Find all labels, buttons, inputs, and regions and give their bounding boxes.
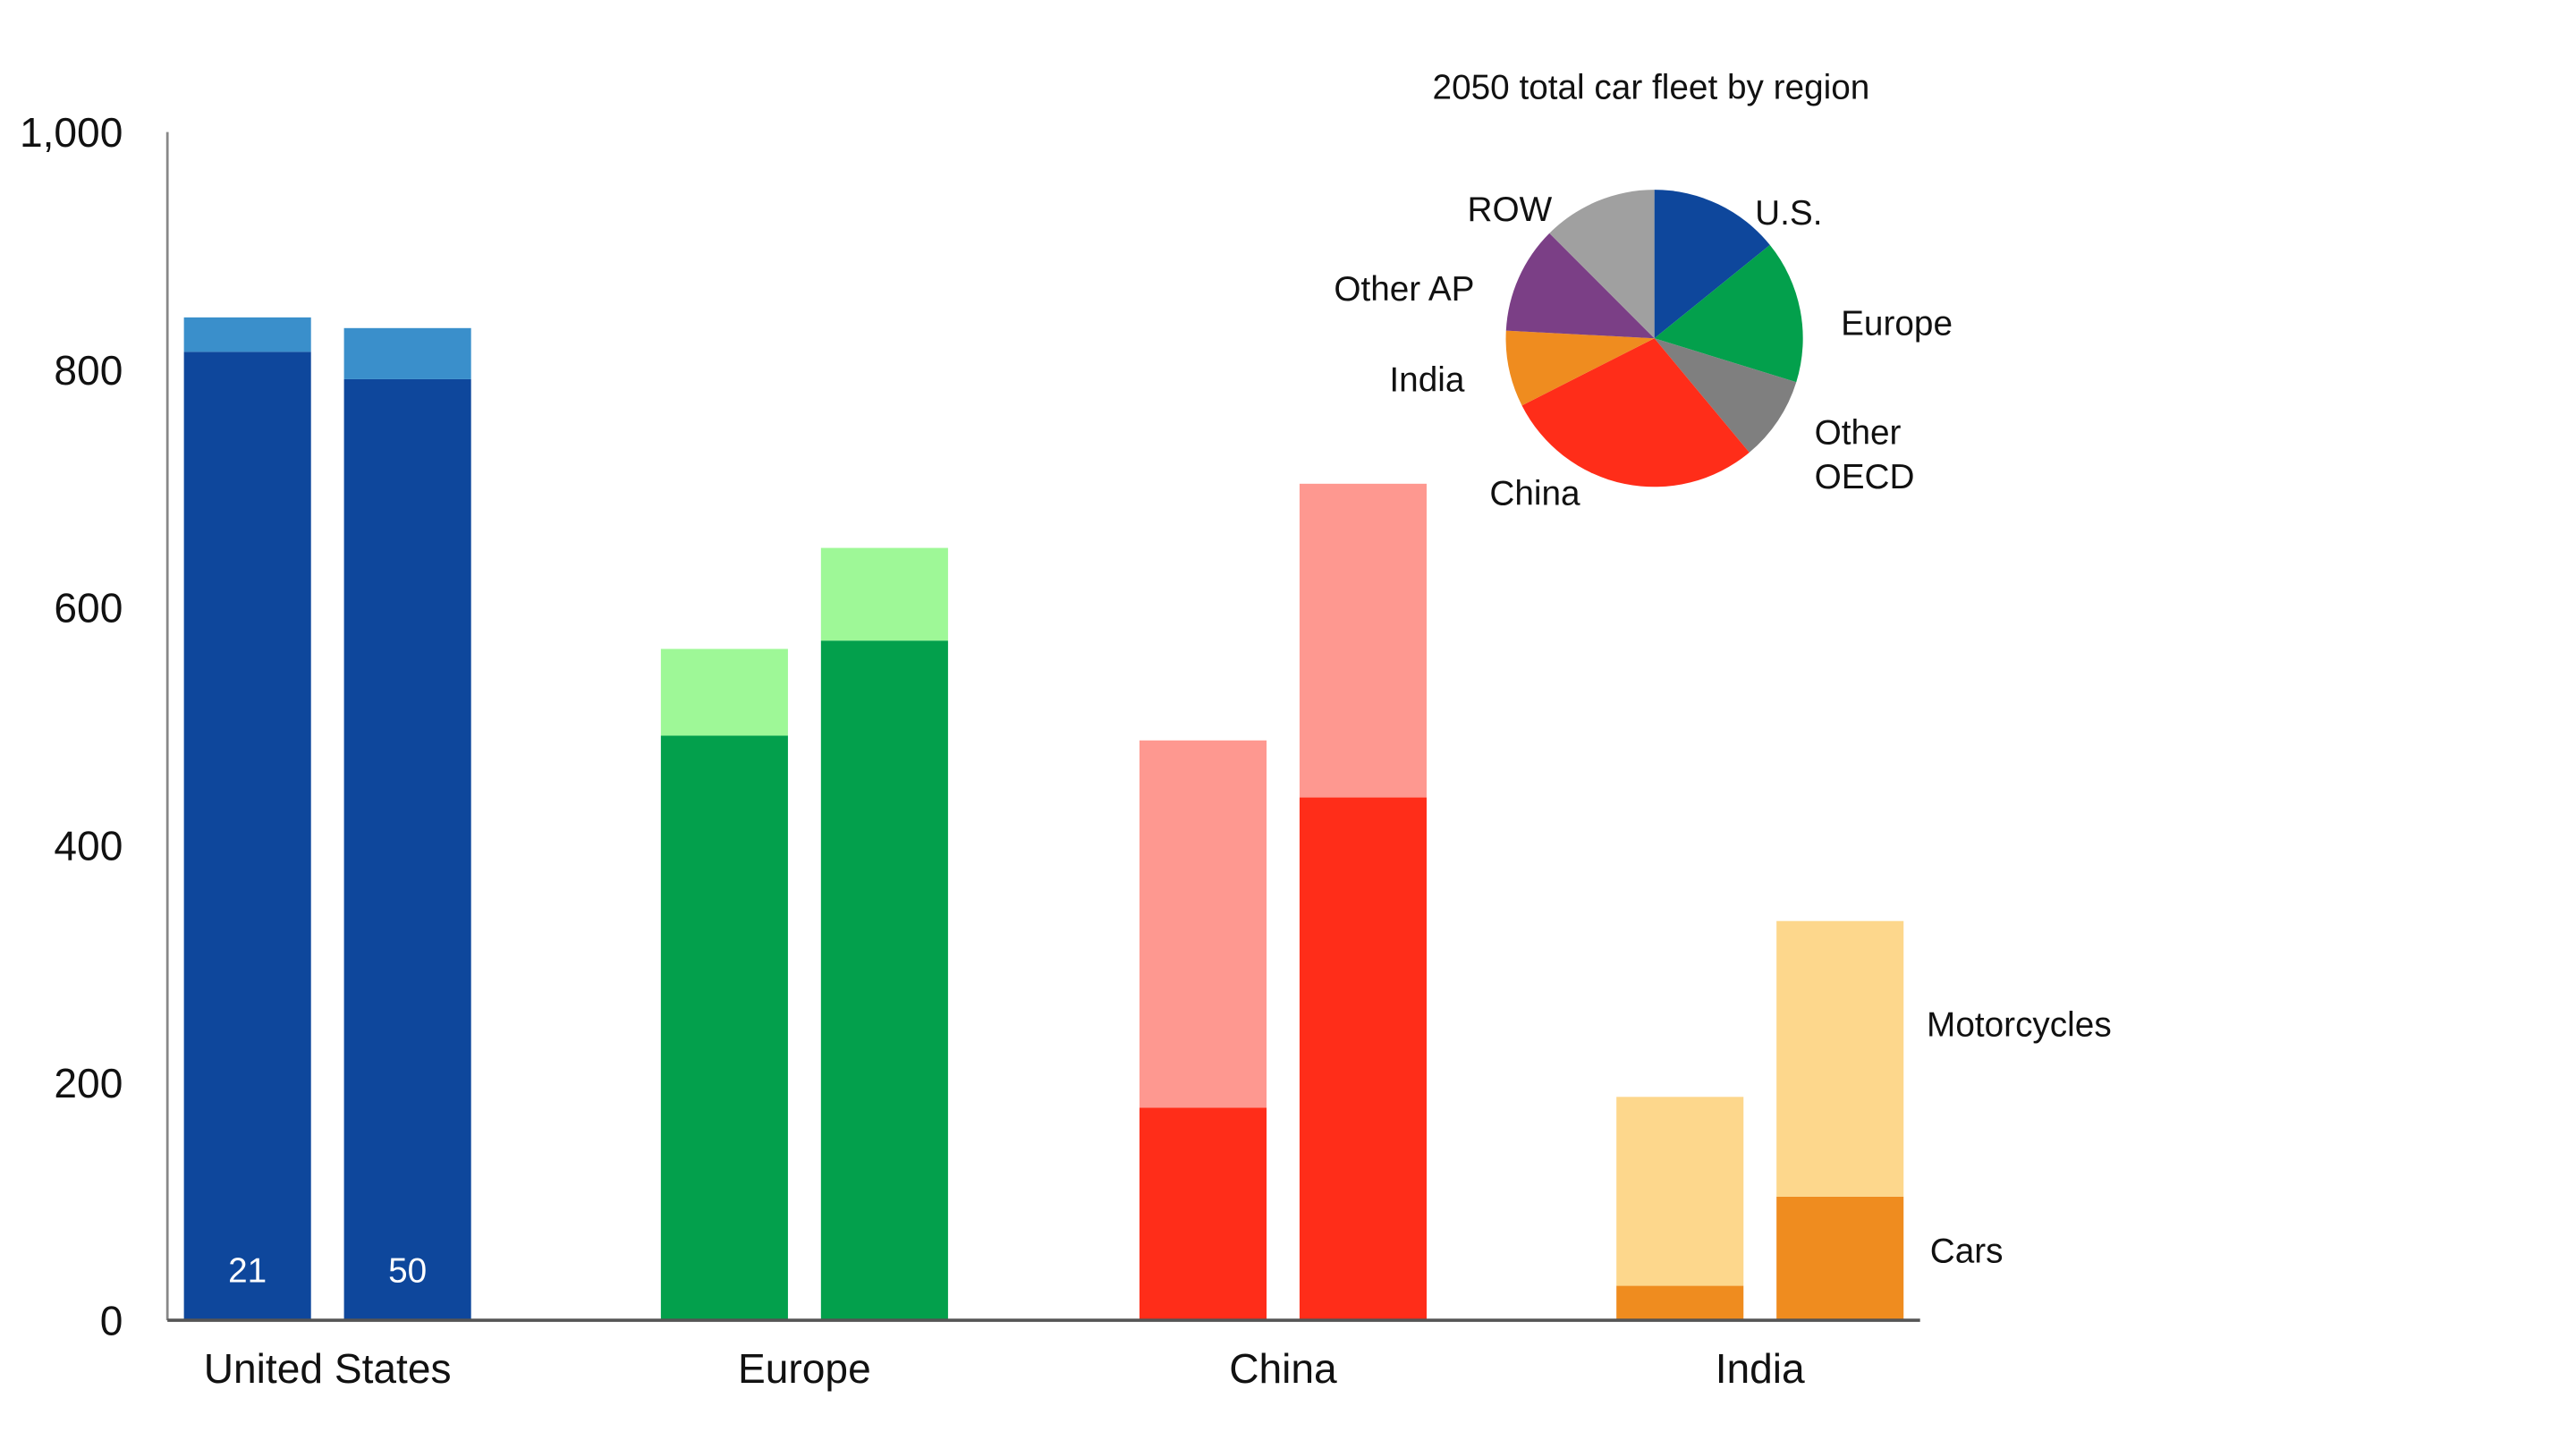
pie-slice-label: Other AP — [1334, 270, 1474, 309]
y-tick-label: 200 — [54, 1060, 123, 1106]
bar-cars — [1299, 797, 1427, 1321]
category-label: India — [1716, 1345, 1805, 1392]
pie-slice-label: Europe — [1841, 305, 1953, 343]
pie-slice-label: China — [1489, 475, 1580, 513]
y-tick-label: 400 — [54, 822, 123, 869]
pie-slice — [1654, 338, 1797, 453]
bars-layer: 21 50 — [183, 317, 1904, 1321]
pie-slice — [1505, 330, 1655, 406]
pie-slice-label: OECD — [1815, 458, 1915, 496]
pie-slice — [1521, 338, 1750, 487]
pie-slice — [1549, 190, 1655, 339]
inset-pie: U.S. Europe Other OECD China India Other AP ROW — [1334, 190, 1953, 513]
bar-label: 21 — [228, 1252, 267, 1291]
pie-slice-label: ROW — [1468, 191, 1553, 229]
y-tick-label: 1,000 — [20, 109, 123, 156]
bar-cars — [343, 378, 471, 1321]
bar-cars — [183, 352, 311, 1321]
legend-cars: Cars — [1930, 1233, 2004, 1271]
bar-motorcycles — [1299, 483, 1427, 798]
category-label: China — [1229, 1345, 1337, 1392]
bar-cars — [1616, 1285, 1744, 1321]
bar-cars — [1139, 1107, 1267, 1321]
bar-motorcycles — [1776, 920, 1904, 1197]
bar-cars — [660, 735, 788, 1321]
legend-motorcycles: Motorcycles — [1927, 1006, 2112, 1045]
category-labels: United States Europe China India — [204, 1345, 1805, 1392]
y-tick-label: 0 — [100, 1298, 123, 1344]
pie-title: 2050 total car fleet by region — [1433, 69, 1870, 107]
bar-cars — [1776, 1196, 1904, 1321]
category-label: United States — [204, 1345, 452, 1392]
pie-slice-label: India — [1389, 360, 1464, 399]
y-tick-labels: 0 200 400 600 800 1,000 — [20, 109, 123, 1343]
y-tick-label: 600 — [54, 585, 123, 631]
bar-cars — [820, 640, 948, 1321]
bar-label: 50 — [388, 1252, 427, 1291]
bar-motorcycles — [183, 317, 311, 352]
category-label: Europe — [738, 1345, 871, 1392]
bar-motorcycles — [820, 547, 948, 641]
pie-slice-label: Other — [1815, 413, 1902, 452]
y-tick-label: 800 — [54, 347, 123, 394]
pie-slice — [1654, 244, 1803, 383]
pie-slice — [1505, 233, 1655, 339]
bar-motorcycles — [343, 327, 471, 379]
bar-motorcycles — [660, 648, 788, 736]
pie-slice — [1654, 190, 1770, 339]
pie-slice-label: U.S. — [1755, 194, 1822, 233]
bar-motorcycles — [1616, 1097, 1744, 1286]
bar-motorcycles — [1139, 740, 1267, 1108]
